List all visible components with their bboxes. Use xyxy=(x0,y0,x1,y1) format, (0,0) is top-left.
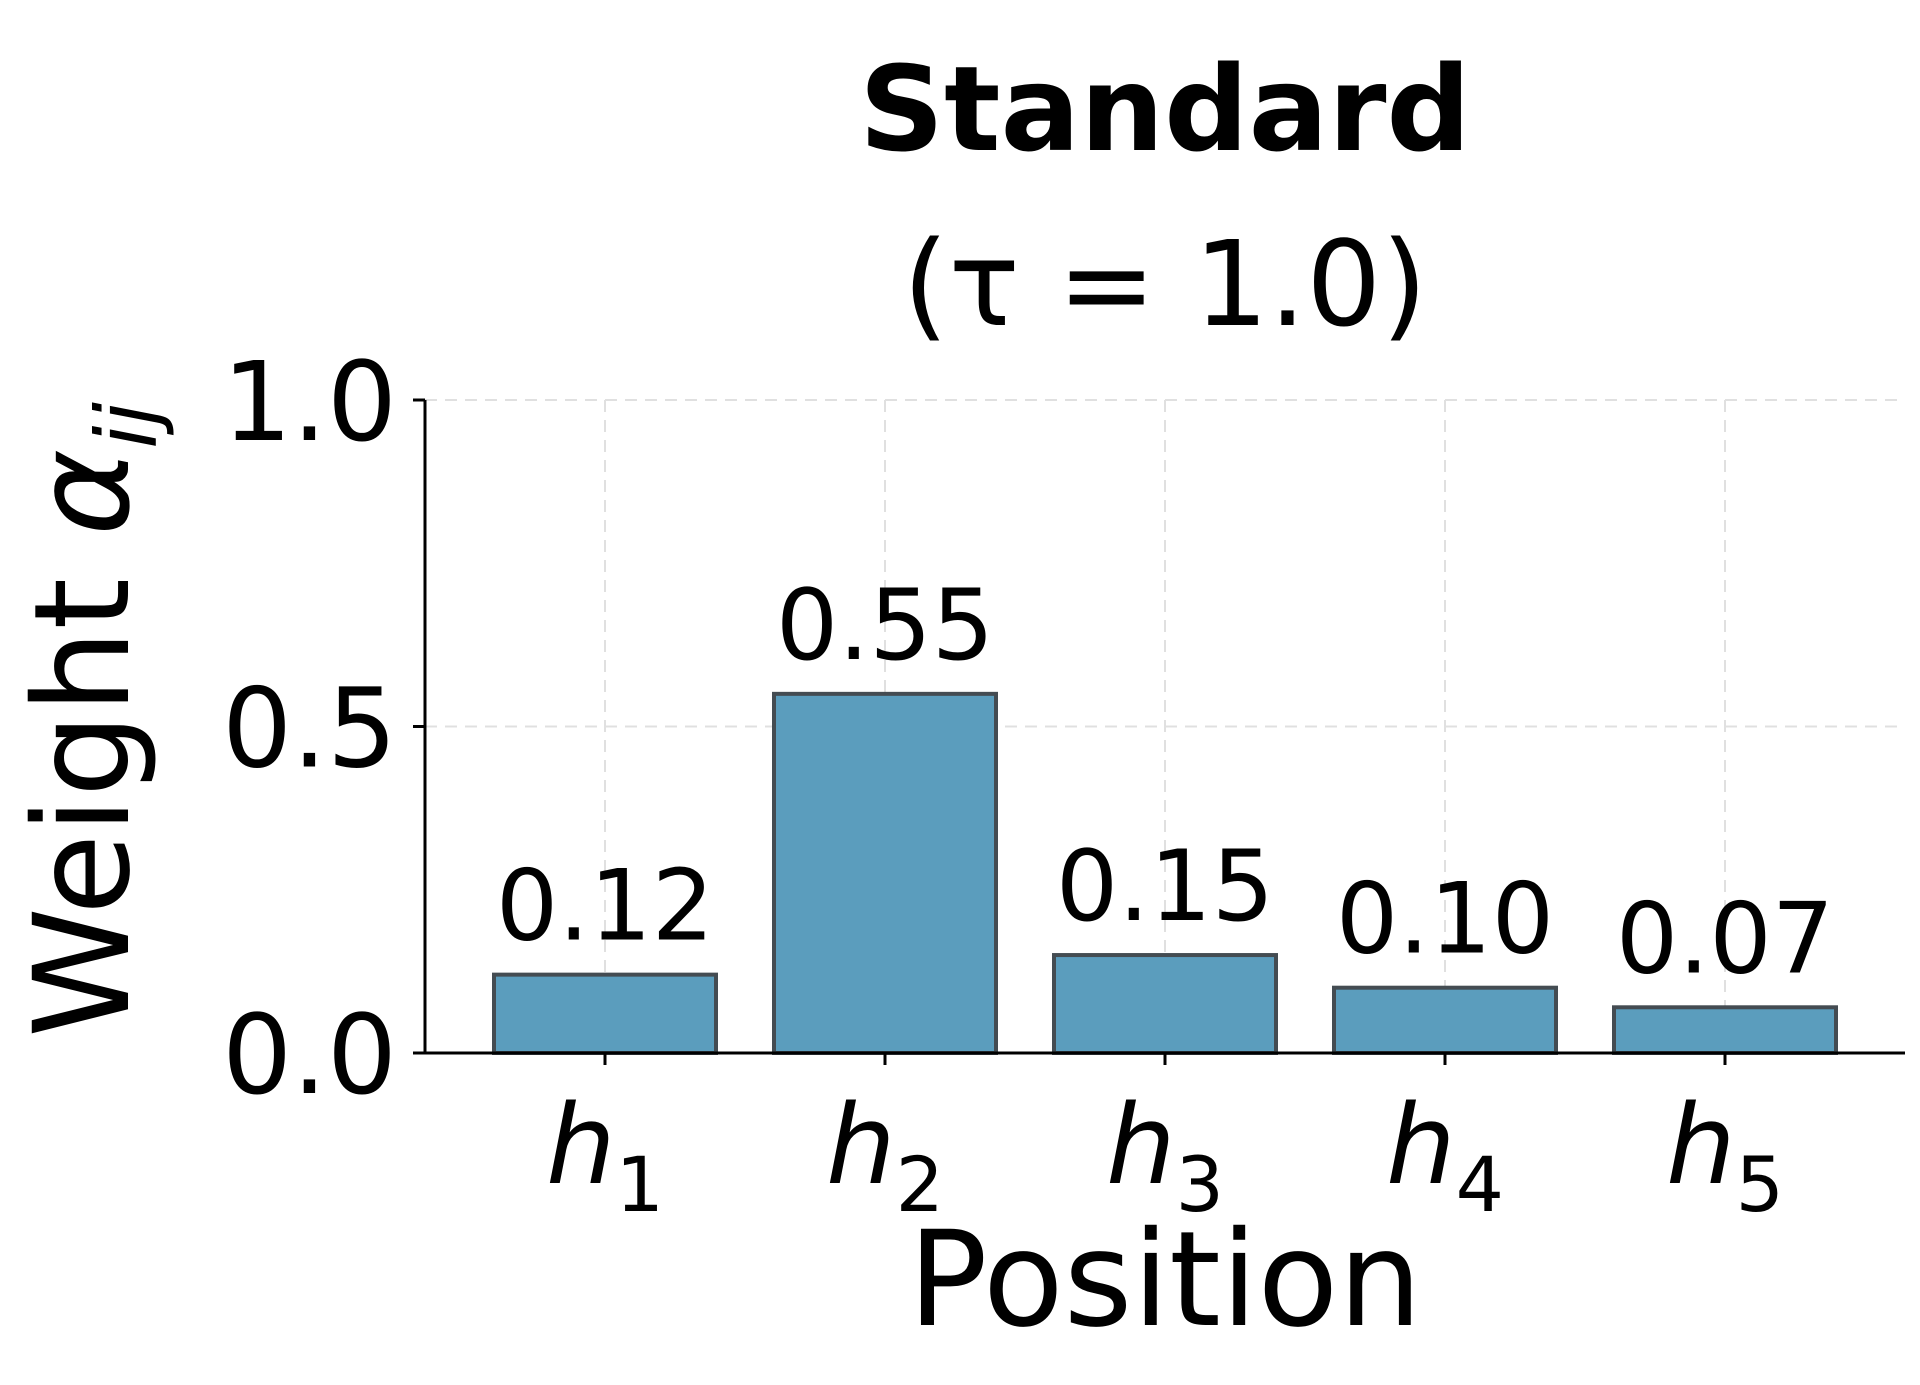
bar xyxy=(492,972,718,1056)
chart-subtitle: (τ = 1.0) xyxy=(903,215,1428,353)
bar-layer xyxy=(492,691,1838,1056)
label-layer: 0.12 0.55 0.15 0.10 0.07 0.0 0.5 1.0 h1 h2 h3 h4 h5 xyxy=(222,338,1834,1229)
bar xyxy=(1052,953,1278,1055)
data-label: 0.07 xyxy=(1616,882,1834,996)
axis-layer xyxy=(413,398,1905,1065)
data-label: 0.12 xyxy=(496,850,714,964)
data-label: 0.10 xyxy=(1336,863,1554,977)
y-tick-label: 0.0 xyxy=(222,991,397,1119)
x-tick-label: h4 xyxy=(1386,1081,1504,1229)
data-label: 0.55 xyxy=(776,569,994,683)
bar xyxy=(772,691,998,1055)
x-tick-label: h1 xyxy=(546,1081,664,1229)
x-tick-label: h2 xyxy=(826,1081,944,1229)
y-tick-label: 0.5 xyxy=(222,665,397,793)
x-tick-label: h3 xyxy=(1106,1081,1224,1229)
x-tick-label: h5 xyxy=(1666,1081,1784,1229)
bar xyxy=(1612,1005,1838,1055)
y-tick-label: 1.0 xyxy=(222,338,397,466)
x-axis-label: Position xyxy=(908,1203,1422,1357)
data-label: 0.15 xyxy=(1056,830,1274,944)
chart-title: Standard xyxy=(859,40,1471,178)
y-axis-label: Weight αij xyxy=(6,402,176,1038)
grid-layer xyxy=(425,399,1905,1053)
bar xyxy=(1332,985,1558,1056)
